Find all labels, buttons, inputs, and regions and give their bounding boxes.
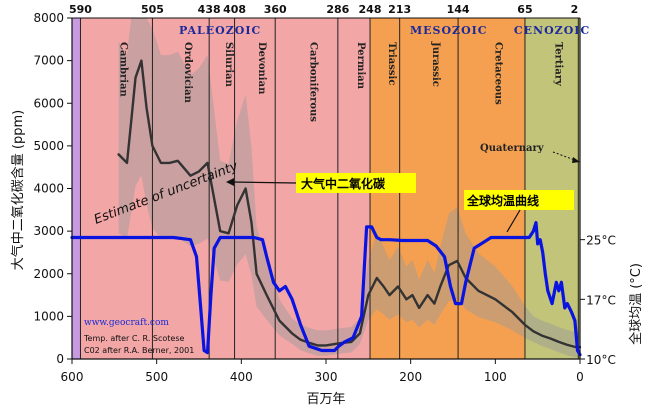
co2-callout-box [296,173,416,193]
data-series [70,59,582,357]
top-age-label: 505 [141,3,164,16]
credit-url: www.geocraft.com [84,318,169,328]
y-tick-label: 7000 [33,54,64,68]
temp-callout-arrow [506,209,521,233]
top-age-label: 360 [264,3,287,16]
y-axis-label-right: 全球均温 (°C) [628,263,644,345]
uncertainty-band [118,18,580,358]
era-label-paleozoic: PALEOZOIC [179,24,261,37]
period-label-permian: Permian [355,42,366,90]
period-band-devonian [234,18,276,359]
period-band-cambrian [80,18,153,359]
era-label-cenozoic: CENOZOIC [514,24,590,37]
top-age-label: 144 [447,3,470,16]
period-label-tertiary: Tertiary [553,42,564,87]
uncertainty-envelope [118,18,580,358]
top-age-label: 213 [388,3,411,16]
top-age-label: 438 [198,3,221,16]
period-label-ordovician: Ordovician [182,42,193,104]
top-age-label: 65 [517,3,532,16]
x-tick-label: 500 [145,370,168,384]
quaternary-arrow-head [572,157,580,163]
credit-temp: Temp. after C. R. Scotese [83,334,185,343]
temp-callout-label: 全球均温曲线 [466,193,539,208]
quaternary-arrow [552,151,581,163]
y-tick-label: 1000 [33,309,64,323]
y-tick-label: 6000 [33,96,64,110]
top-age-label: 2 [571,3,579,16]
quaternary-label: Quaternary [480,143,545,154]
y-tick-label: 4000 [33,182,64,196]
right-tick-label: 25°C [586,234,616,248]
co2-callout-arrow [231,181,297,184]
right-tick-label: 10°C [586,353,616,367]
y-tick-label: 3000 [33,224,64,238]
period-label-triassic: Triassic [386,42,397,85]
top-age-label: 286 [326,3,349,16]
y-tick-label: 0 [56,352,64,366]
x-tick-label: 600 [61,370,84,384]
x-tick-label: 0 [576,370,584,384]
period-dividers [79,18,579,359]
period-label-cambrian: Cambrian [117,42,128,98]
x-tick-label: 400 [230,370,253,384]
right-tick-label: 17°C [586,293,616,307]
y-axis-label-left: 大气中二氧化碳含量 (ppm) [10,110,26,270]
co2-callout-arrow-head [226,178,234,186]
period-label-jurassic: Jurassic [430,41,441,87]
quaternary-band [578,18,580,359]
x-tick-label: 200 [399,370,422,384]
top-age-labels: 590 505 438 408 360 286 248 213 144 65 2 [69,3,578,16]
x-axis-label: 百万年 [306,392,345,407]
precambrian-band [72,18,81,359]
period-labels: Cambrian Ordovician Silurian Devonian Carbon… [117,41,563,122]
period-label-cretaceous: Cretaceous [493,42,504,105]
top-age-label: 590 [69,3,92,16]
temperature-series-line [70,221,582,357]
co2-callout-label: 大气中二氧化碳 [301,176,386,191]
y-tick-label: 8000 [33,11,64,25]
era-label-mesozoic: MESOZOIC [410,24,488,37]
y-tick-label: 2000 [33,267,64,281]
x-tick-label: 300 [315,370,338,384]
top-age-label: 248 [359,3,382,16]
period-band-cretaceous [458,18,525,359]
top-age-label: 408 [223,3,246,16]
credit-co2: C02 after R.A. Berner, 2001 [84,346,194,355]
temp-callout-box [464,190,574,210]
y-tick-label: 5000 [33,139,64,153]
period-label-carboniferous: Carboniferous [308,42,319,122]
period-label-devonian: Devonian [256,42,267,95]
period-label-silurian: Silurian [223,42,234,88]
era-labels: PALEOZOIC MESOZOIC CENOZOIC [179,24,590,37]
x-tick-label: 100 [484,370,507,384]
